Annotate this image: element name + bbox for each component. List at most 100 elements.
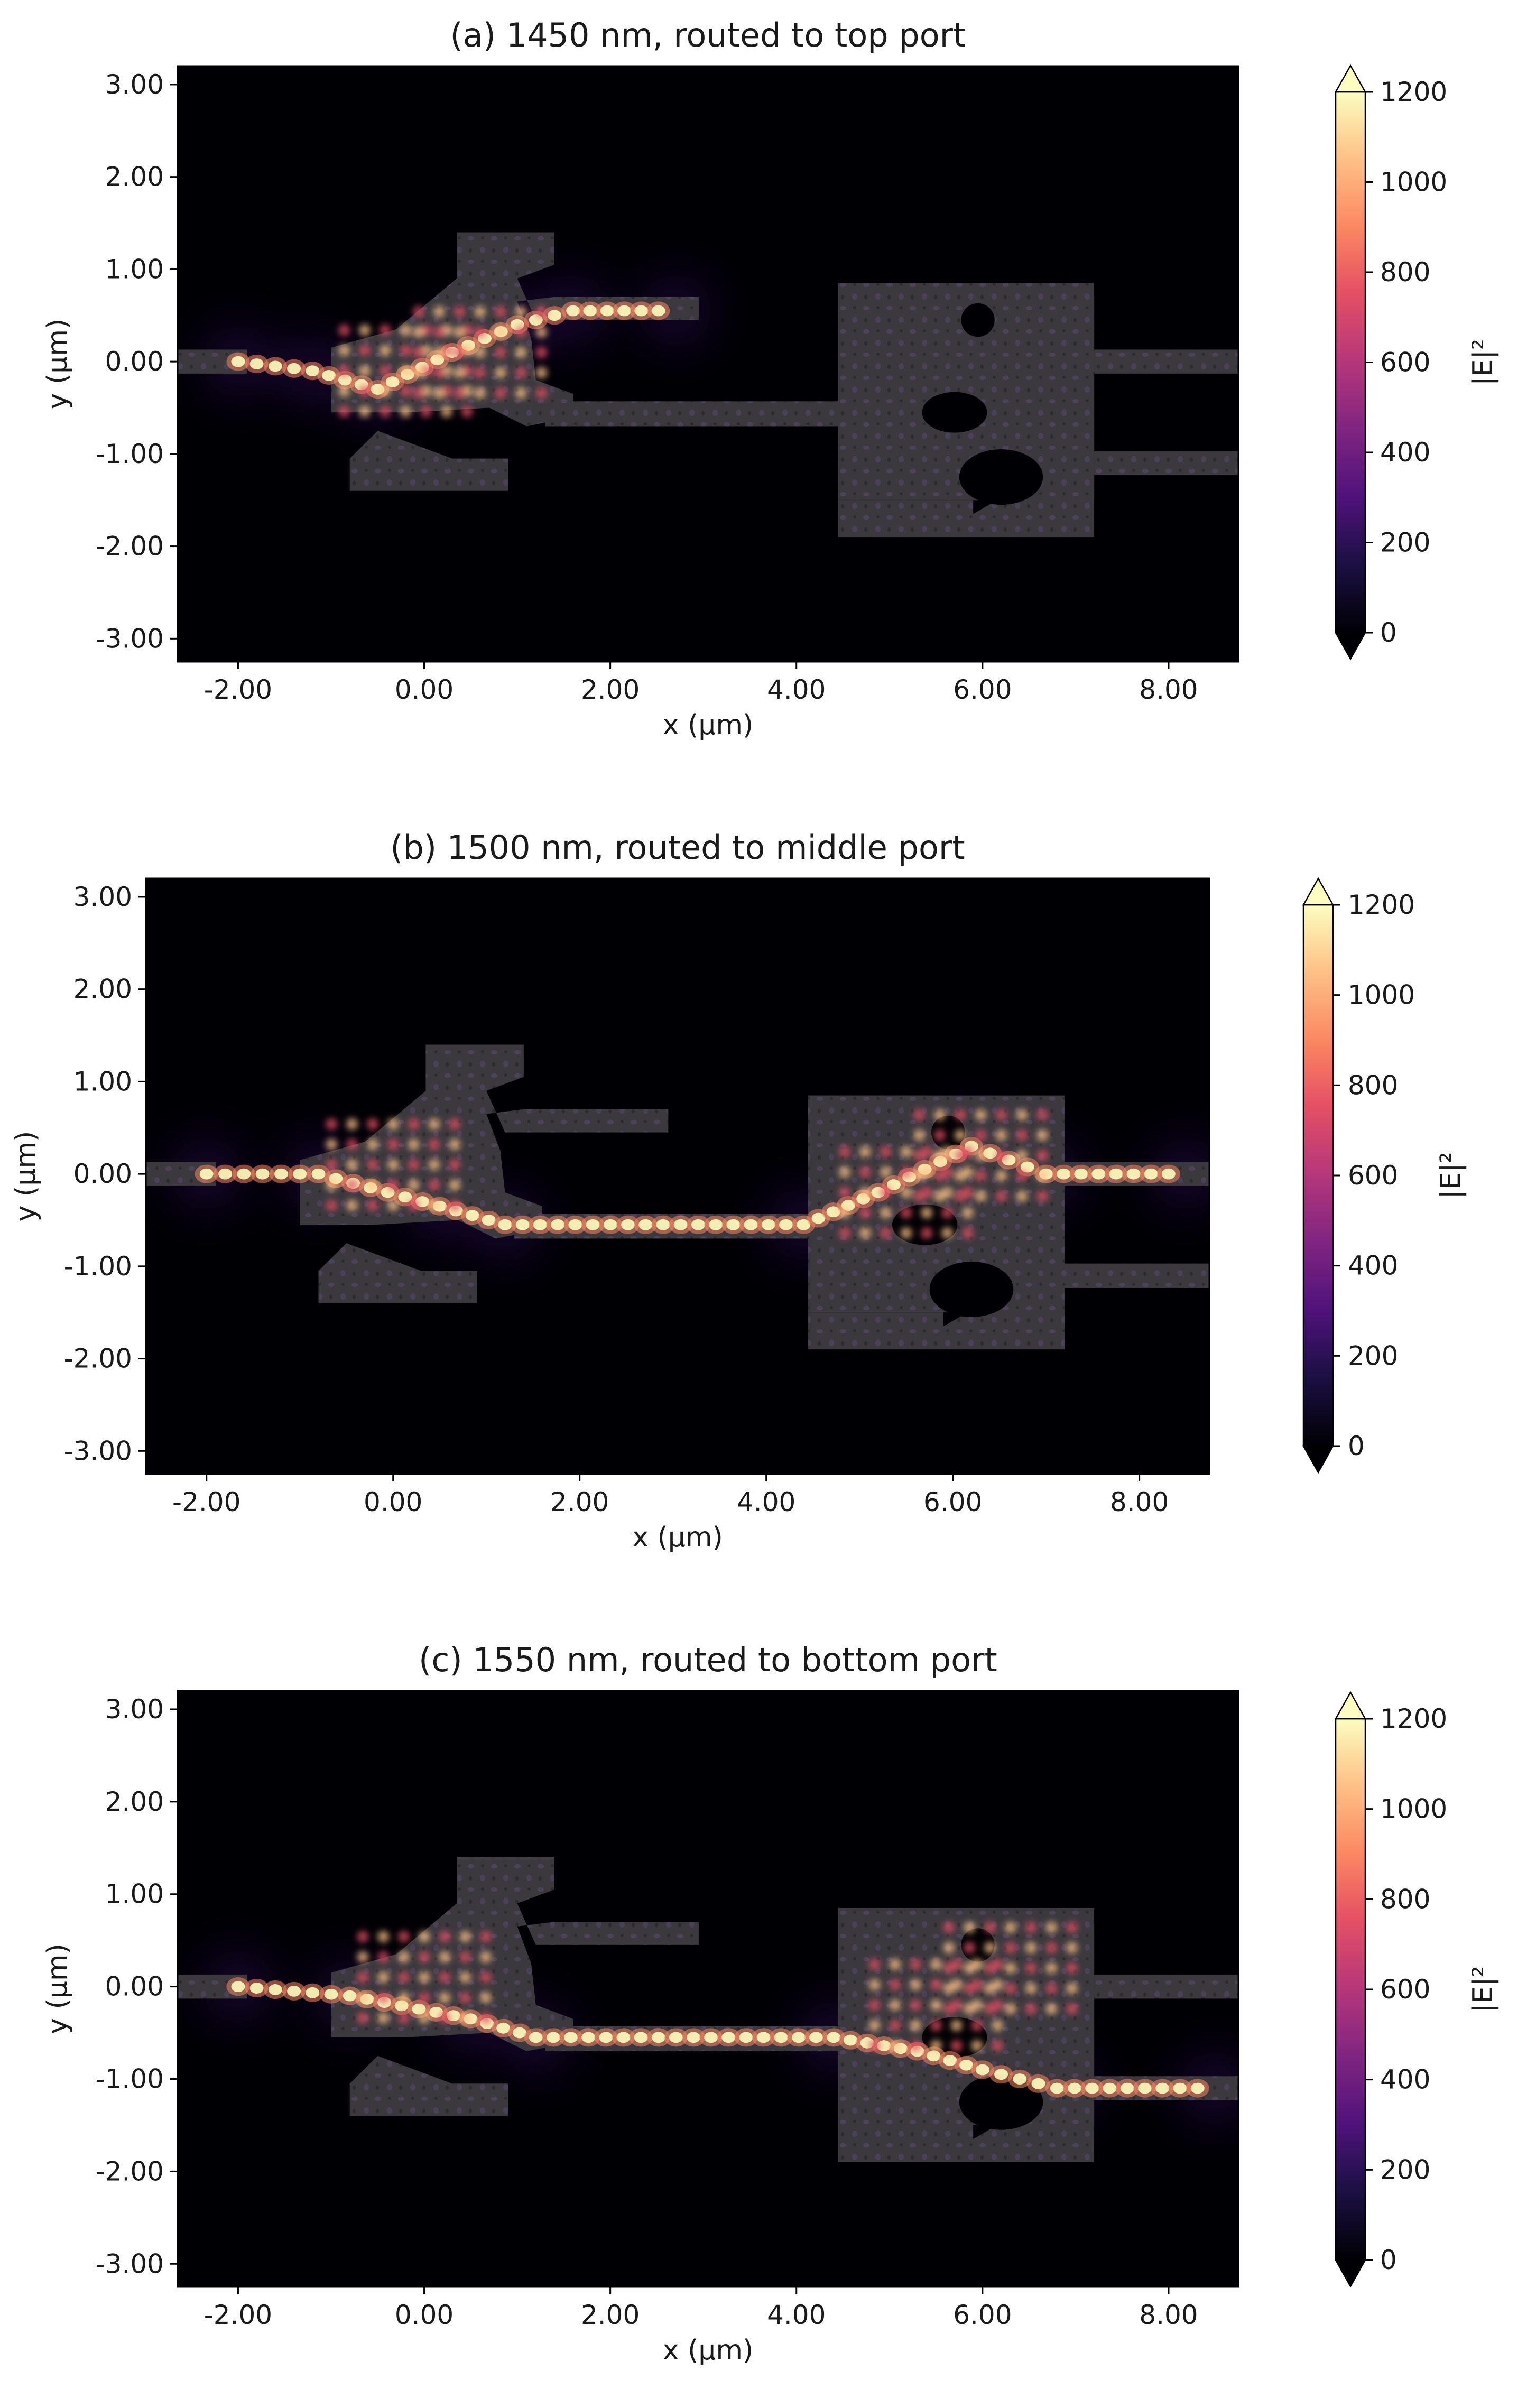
interference-spot: [838, 1207, 850, 1219]
colorbar-tick-label: 1000: [1380, 1794, 1447, 1824]
field-lobe-core: [1126, 1168, 1141, 1180]
field-lobe-core: [548, 310, 562, 321]
colorbar-tick-label: 800: [1380, 1884, 1430, 1914]
interference-spot: [1004, 1962, 1016, 1974]
interference-spot: [408, 1199, 420, 1211]
interference-spot: [913, 1170, 926, 1182]
field-lobe-core: [1074, 1168, 1088, 1180]
field-intensity: [226, 301, 670, 418]
field-lobe-core: [621, 1219, 635, 1230]
interference-spot: [900, 1187, 912, 1199]
field-lobe-core: [249, 358, 264, 369]
field-lobe-core: [959, 2059, 974, 2071]
field-lobe-core: [774, 2032, 788, 2043]
y-tick-label: 2.00: [105, 162, 164, 192]
y-tick-label: -1.00: [96, 2064, 164, 2095]
interference-spot: [1036, 1170, 1049, 1182]
interference-spot: [387, 1138, 399, 1151]
interference-spot: [943, 1942, 955, 1954]
field-lobe-core: [249, 1983, 264, 1994]
field-lobe-core: [600, 305, 614, 317]
interference-spot: [412, 387, 424, 399]
chart-title: (b) 1500 nm, routed to middle port: [390, 828, 965, 867]
interference-spot: [479, 1992, 492, 2004]
interference-spot: [397, 2012, 410, 2024]
y-tick-label: 1.00: [73, 1066, 132, 1097]
interference-spot: [954, 1170, 966, 1182]
field-lobe-core: [482, 1215, 496, 1226]
interference-spot: [515, 346, 527, 358]
field-lobe-core: [237, 1168, 251, 1180]
interference-spot: [921, 1207, 933, 1219]
interference-spot: [439, 1931, 451, 1943]
interference-spot: [412, 326, 424, 338]
interference-spot: [1025, 1921, 1037, 1933]
y-tick-label: 2.00: [73, 974, 132, 1005]
field-lobe-core: [1020, 1161, 1034, 1173]
interference-spot: [984, 1942, 996, 1954]
x-axis-label: x (µm): [663, 2335, 754, 2366]
field-lobe-core: [886, 1179, 901, 1190]
chart-panel-b: (b) 1500 nm, routed to middle port -2.00 0…: [10, 828, 1467, 1553]
y-tick-label: 0.00: [105, 346, 164, 377]
interference-spot: [408, 1118, 420, 1130]
interference-spot: [889, 1958, 901, 1970]
interference-spot: [479, 1931, 492, 1943]
interference-spot: [408, 1138, 420, 1151]
field-lobe-core: [843, 2034, 857, 2046]
combiner-notch: [959, 449, 1043, 505]
x-tick-label: 4.00: [767, 674, 826, 705]
interference-spot: [921, 1227, 933, 1239]
y-tick-label: 1.00: [105, 1879, 164, 1910]
field-lobe-core: [533, 1219, 547, 1230]
y-tick-label: 3.00: [105, 69, 164, 100]
interference-spot: [1066, 1962, 1078, 1974]
interference-spot: [535, 387, 548, 399]
field-lobe-core: [306, 1987, 320, 1998]
field-lobe-core: [1103, 2082, 1117, 2094]
interference-spot: [1066, 1921, 1078, 1933]
field-lobe-core: [324, 1988, 338, 2000]
interference-spot: [964, 2003, 976, 2015]
interference-spot: [428, 1118, 440, 1130]
y-axis-label: y (µm): [42, 1943, 73, 2034]
interference-spot: [408, 1159, 420, 1171]
interference-spot: [984, 2003, 996, 2015]
interference-spot: [358, 385, 371, 397]
field-lobe-core: [779, 1219, 793, 1230]
colorbar: 1200 1000 800 600 400 200 0 |E|²: [1334, 1691, 1499, 2288]
interference-spot: [515, 387, 527, 399]
interference-spot: [428, 1159, 440, 1171]
field-lobe-core: [287, 1985, 301, 1997]
interference-spot: [880, 1187, 892, 1199]
plot-frame: [177, 65, 1239, 663]
field-lobe-core: [398, 1191, 412, 1203]
interference-spot: [454, 346, 466, 358]
interference-spot: [358, 365, 371, 377]
interference-spot: [449, 1199, 461, 1211]
field-lobe-core: [343, 1990, 357, 2002]
interference-spot: [412, 346, 424, 358]
x-tick-label: 0.00: [395, 674, 454, 705]
interference-spot: [1066, 1942, 1078, 1954]
field-lobe-core: [231, 1981, 245, 1993]
interference-spot: [950, 2040, 963, 2052]
field-lobe-core: [412, 2003, 426, 2015]
interference-spot: [975, 1170, 987, 1182]
colorbar-tick-label: 400: [1380, 2064, 1430, 2095]
interference-spot: [474, 387, 486, 399]
field-lobe-core: [1144, 1168, 1158, 1180]
interference-spot: [400, 385, 412, 397]
interference-pattern: [326, 1109, 1049, 1239]
interference-spot: [454, 305, 466, 318]
field-lobe-core: [617, 305, 632, 317]
x-tick-label: 0.00: [364, 1487, 422, 1517]
interference-spot: [454, 367, 466, 379]
field-lobe-core: [651, 305, 665, 317]
interference-spot: [449, 1138, 461, 1151]
colorbar-tick-label: 400: [1380, 437, 1430, 468]
field-lobe-core: [975, 2064, 989, 2076]
interference-spot: [454, 387, 466, 399]
interference-spot: [1025, 1962, 1037, 1974]
y-axis-label: y (µm): [42, 319, 73, 410]
